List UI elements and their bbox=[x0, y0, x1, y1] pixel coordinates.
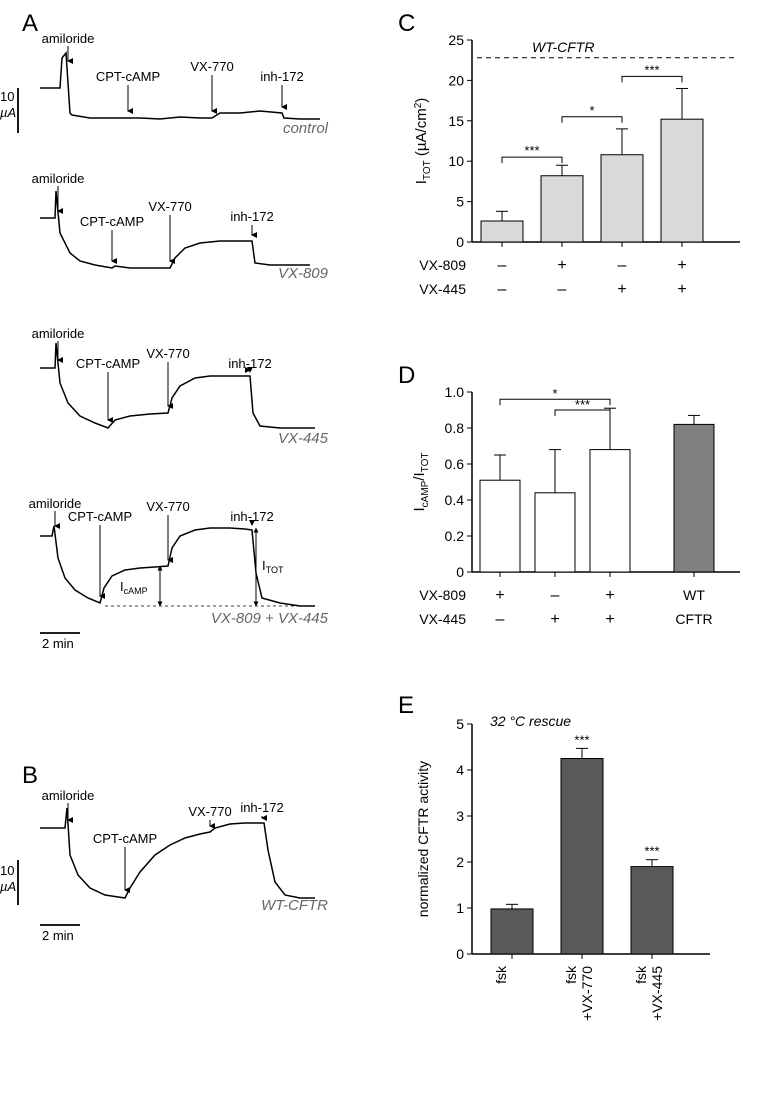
svg-text:–: – bbox=[496, 611, 505, 628]
svg-text:25: 25 bbox=[448, 32, 464, 48]
svg-text:*: * bbox=[589, 103, 594, 118]
svg-text:–: – bbox=[498, 281, 507, 298]
a4-vx770: VX-770 bbox=[146, 499, 189, 514]
svg-text:fsk: fsk bbox=[493, 965, 509, 984]
svg-text:–: – bbox=[498, 257, 507, 274]
svg-text:0.4: 0.4 bbox=[445, 492, 465, 508]
svg-text:–: – bbox=[618, 257, 627, 274]
svg-text:10: 10 bbox=[448, 153, 464, 169]
svg-text:VX-445: VX-445 bbox=[419, 611, 466, 627]
a4-name: VX-809 + VX-445 bbox=[211, 610, 329, 627]
svg-text:+VX-445: +VX-445 bbox=[649, 966, 665, 1021]
svg-text:0: 0 bbox=[456, 946, 464, 962]
svg-text:+: + bbox=[550, 611, 559, 628]
panel-e-svg: 0 1 2 3 4 5 normalized CFTR activity 32 °C resc… bbox=[400, 704, 760, 1104]
svg-text:VX-445: VX-445 bbox=[419, 281, 466, 297]
a2-amiloride: amiloride bbox=[32, 171, 85, 186]
a1-vx770: VX-770 bbox=[190, 59, 233, 74]
b-name: WT-CFTR bbox=[261, 897, 328, 914]
svg-text:+: + bbox=[617, 281, 626, 298]
svg-text:0: 0 bbox=[456, 564, 464, 580]
a1-name: control bbox=[283, 120, 329, 137]
svg-text:20: 20 bbox=[448, 72, 464, 88]
b-amiloride: amiloride bbox=[42, 788, 95, 803]
a3-inh: inh-172 bbox=[228, 356, 271, 371]
svg-text:+: + bbox=[677, 257, 686, 274]
b-cpt: CPT-cAMP bbox=[93, 831, 157, 846]
svg-text:+: + bbox=[677, 281, 686, 298]
svg-text:4: 4 bbox=[456, 762, 464, 778]
a4-itot: ITOT bbox=[262, 558, 284, 575]
svg-text:15: 15 bbox=[448, 113, 464, 129]
svg-text:***: *** bbox=[574, 732, 589, 747]
svg-text:–: – bbox=[558, 281, 567, 298]
b-scale-x: 2 min bbox=[42, 928, 74, 943]
svg-text:0.6: 0.6 bbox=[445, 456, 465, 472]
svg-text:fsk: fsk bbox=[633, 965, 649, 984]
panel-c-svg: 0510152025ITOT (µA/cm2)WT-CFTR*******VX-… bbox=[400, 22, 760, 362]
a4-icamp: IcAMP bbox=[120, 579, 148, 596]
a1-amiloride: amiloride bbox=[42, 31, 95, 46]
b-scale-y: 10 bbox=[0, 863, 14, 878]
svg-text:+: + bbox=[605, 587, 614, 604]
svg-text:***: *** bbox=[644, 62, 659, 77]
svg-text:VX-809: VX-809 bbox=[419, 587, 466, 603]
a2-vx770: VX-770 bbox=[148, 199, 191, 214]
a3-vx770: VX-770 bbox=[146, 346, 189, 361]
a-scale-y-unit: µA bbox=[0, 105, 16, 120]
svg-text:IcAMP/ITOT: IcAMP/ITOT bbox=[411, 452, 431, 511]
panel-b-svg: amiloride CPT-cAMP VX-770 inh-172 WT-CFT… bbox=[0, 775, 380, 955]
svg-text:1.0: 1.0 bbox=[445, 384, 465, 400]
svg-text:WT: WT bbox=[683, 587, 705, 603]
svg-text:0: 0 bbox=[456, 234, 464, 250]
svg-text:+: + bbox=[557, 257, 566, 274]
a-scale-x: 2 min bbox=[42, 636, 74, 651]
b-inh: inh-172 bbox=[240, 800, 283, 815]
b-scale-y-unit: µA bbox=[0, 879, 16, 894]
svg-text:–: – bbox=[551, 587, 560, 604]
a4-inh: inh-172 bbox=[230, 509, 273, 524]
svg-text:WT-CFTR: WT-CFTR bbox=[532, 39, 594, 55]
svg-text:0.2: 0.2 bbox=[445, 528, 465, 544]
a1-cpt: CPT-cAMP bbox=[96, 69, 160, 84]
svg-text:normalized CFTR activity: normalized CFTR activity bbox=[415, 761, 431, 917]
svg-text:2: 2 bbox=[456, 854, 464, 870]
b-trace bbox=[40, 808, 315, 898]
svg-text:***: *** bbox=[575, 397, 590, 412]
svg-text:*: * bbox=[552, 386, 557, 401]
a-scale-y: 10 bbox=[0, 89, 14, 104]
b-vx770: VX-770 bbox=[188, 804, 231, 819]
svg-text:+: + bbox=[605, 611, 614, 628]
svg-text:+: + bbox=[495, 587, 504, 604]
a3-cpt: CPT-cAMP bbox=[76, 356, 140, 371]
svg-text:5: 5 bbox=[456, 194, 464, 210]
svg-text:CFTR: CFTR bbox=[675, 611, 712, 627]
svg-text:0.8: 0.8 bbox=[445, 420, 465, 436]
svg-text:+VX-770: +VX-770 bbox=[579, 966, 595, 1021]
a3-name: VX-445 bbox=[278, 430, 329, 447]
a2-inh: inh-172 bbox=[230, 209, 273, 224]
panel-a-svg: amiloride CPT-cAMP VX-770 inh-172 contro… bbox=[0, 18, 380, 758]
svg-text:fsk: fsk bbox=[563, 965, 579, 984]
a1-inh: inh-172 bbox=[260, 69, 303, 84]
svg-text:5: 5 bbox=[456, 716, 464, 732]
svg-text:32 °C rescue: 32 °C rescue bbox=[490, 713, 571, 729]
svg-text:3: 3 bbox=[456, 808, 464, 824]
svg-text:VX-809: VX-809 bbox=[419, 257, 466, 273]
panel-d-svg: 00.20.40.60.81.0IcAMP/ITOT****VX-809VX-4… bbox=[400, 374, 760, 684]
a-trace-control bbox=[40, 53, 320, 119]
a2-cpt: CPT-cAMP bbox=[80, 214, 144, 229]
svg-text:***: *** bbox=[524, 143, 539, 158]
svg-text:***: *** bbox=[644, 844, 659, 859]
svg-text:ITOT (µA/cm2): ITOT (µA/cm2) bbox=[413, 98, 433, 185]
a3-amiloride: amiloride bbox=[32, 326, 85, 341]
svg-text:1: 1 bbox=[456, 900, 464, 916]
a2-name: VX-809 bbox=[278, 265, 329, 282]
a4-cpt: CPT-cAMP bbox=[68, 509, 132, 524]
